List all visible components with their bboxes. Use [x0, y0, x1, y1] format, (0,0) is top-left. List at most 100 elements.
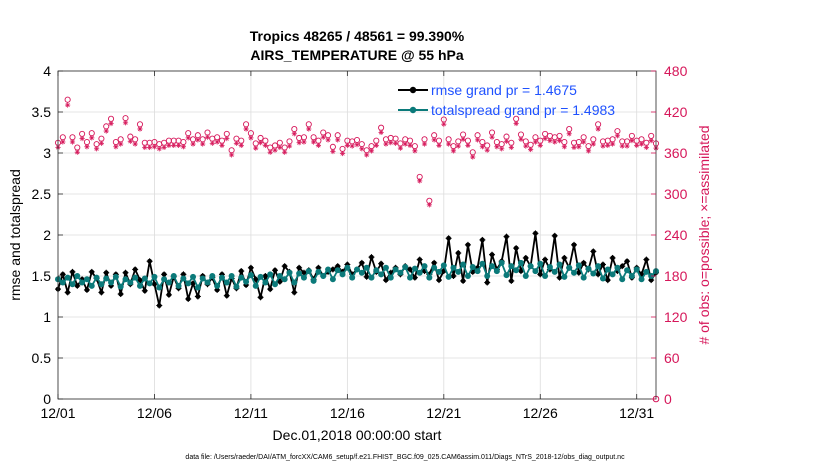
totalspread-point — [469, 263, 476, 270]
rmse-point — [296, 264, 303, 271]
rmse-point — [575, 269, 582, 276]
rmse-point — [252, 276, 259, 283]
obs-assimilated-point — [142, 144, 148, 151]
obs-assimilated-point — [581, 139, 587, 145]
obs-assimilated-point — [368, 148, 375, 154]
obs-assimilated-point — [595, 126, 601, 132]
obs-possible-point — [132, 136, 139, 143]
totalspread-point — [479, 260, 486, 267]
totalspread-point — [170, 273, 177, 279]
obs-assimilated-point — [518, 136, 524, 142]
obs-assimilated-point — [291, 131, 297, 137]
x-tick-label: 12/21 — [426, 405, 461, 421]
obs-possible-point — [107, 115, 115, 122]
obs-assimilated-point — [200, 141, 206, 147]
obs-assimilated-point — [185, 135, 191, 141]
obs-possible-point — [628, 132, 635, 139]
obs-possible-point — [455, 138, 462, 145]
obs-assimilated-point — [590, 141, 596, 147]
obs-possible-point — [223, 130, 230, 137]
totalspread-point — [243, 278, 250, 285]
obs-assimilated-point — [499, 146, 505, 152]
obs-assimilated-point — [238, 142, 244, 148]
rmse-point — [69, 268, 76, 275]
obs-assimilated-point — [310, 139, 317, 145]
obs-possible-point — [74, 144, 81, 151]
totalspread-point — [180, 275, 187, 282]
rmse-point — [624, 258, 631, 265]
rmse-point — [460, 277, 467, 284]
obs-assimilated-point — [532, 139, 539, 145]
totalspread-point — [498, 259, 505, 266]
y-left-tick-label: 3 — [43, 145, 51, 161]
obs-assimilated-point — [330, 148, 336, 155]
obs-assimilated-point — [257, 140, 264, 146]
obs-possible-point — [460, 131, 467, 138]
obs-assimilated-point — [122, 120, 129, 126]
obs-possible-point — [117, 136, 124, 143]
rmse-point — [146, 258, 153, 265]
obs-assimilated-point — [229, 152, 235, 158]
totalspread-point — [291, 279, 298, 286]
obs-possible-point — [392, 135, 399, 142]
totalspread-point — [445, 273, 452, 280]
totalspread-point — [108, 279, 115, 286]
totalspread-point — [315, 268, 322, 275]
obs-assimilated-point — [441, 121, 447, 127]
obs-assimilated-point — [344, 142, 350, 148]
y-right-tick-label: 60 — [664, 350, 680, 366]
legend-rmse-label: rmse grand pr = 1.4675 — [431, 82, 577, 98]
obs-assimilated-point — [479, 144, 485, 150]
obs-assimilated-point — [354, 142, 360, 148]
totalspread-point — [281, 276, 288, 283]
totalspread-point — [590, 270, 597, 277]
obs-possible-point — [464, 137, 471, 144]
totalspread-point — [566, 264, 573, 271]
totalspread-point — [421, 263, 428, 270]
totalspread-point — [455, 268, 462, 275]
obs-possible-point — [257, 134, 264, 142]
totalspread-point — [83, 276, 90, 283]
obs-assimilated-point — [74, 149, 80, 155]
totalspread-point — [339, 271, 346, 278]
rmse-point — [604, 277, 611, 284]
rmse-point — [74, 282, 81, 289]
totalspread-point — [440, 262, 447, 269]
obs-assimilated-point — [417, 178, 423, 184]
totalspread-point — [175, 282, 182, 289]
totalspread-point — [537, 260, 544, 267]
obs-possible-point — [88, 130, 95, 137]
totalspread-point — [407, 274, 414, 281]
obs-possible-point — [64, 96, 71, 103]
rmse-point — [98, 289, 105, 296]
totalspread-point — [628, 273, 635, 279]
obs-assimilated-point — [335, 137, 341, 143]
obs-assimilated-point — [552, 139, 558, 145]
rmse-point — [609, 254, 616, 261]
obs-assimilated-point — [605, 142, 611, 148]
obs-possible-point — [281, 144, 288, 151]
obs-possible-point — [98, 135, 105, 142]
totalspread-point — [556, 261, 563, 268]
obs-possible-point — [517, 131, 525, 138]
obs-possible-point — [643, 139, 650, 146]
rmse-point — [117, 291, 124, 298]
totalspread-point — [368, 274, 375, 281]
rmse-point — [445, 235, 452, 242]
y-right-tick-label: 300 — [664, 186, 688, 202]
obs-possible-point — [69, 134, 76, 141]
obs-assimilated-point — [282, 149, 288, 155]
obs-possible-point — [262, 137, 269, 144]
rmse-point — [194, 293, 201, 300]
obs-assimilated-point — [132, 141, 138, 147]
obs-possible-point — [566, 126, 573, 133]
chart-title-line1: Tropics 48265 / 48561 = 99.390% — [250, 28, 465, 44]
obs-possible-point — [595, 121, 602, 128]
obs-possible-point — [599, 138, 607, 145]
totalspread-point — [378, 271, 385, 278]
obs-assimilated-point — [93, 146, 100, 152]
obs-assimilated-point — [224, 135, 230, 142]
totalspread-point — [354, 266, 360, 273]
obs-assimilated-point — [118, 141, 124, 147]
obs-assimilated-point — [315, 142, 322, 148]
